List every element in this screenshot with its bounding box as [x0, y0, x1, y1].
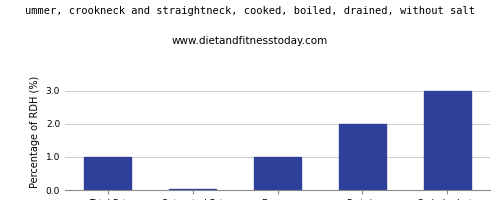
Bar — [169, 189, 216, 190]
Text: ummer, crookneck and straightneck, cooked, boiled, drained, without salt: ummer, crookneck and straightneck, cooke… — [25, 6, 475, 16]
Bar — [254, 157, 301, 190]
Bar — [84, 157, 131, 190]
Y-axis label: Percentage of RDH (%): Percentage of RDH (%) — [30, 76, 40, 188]
Text: www.dietandfitnesstoday.com: www.dietandfitnesstoday.com — [172, 36, 328, 46]
Bar — [339, 124, 386, 190]
Bar — [424, 91, 470, 190]
